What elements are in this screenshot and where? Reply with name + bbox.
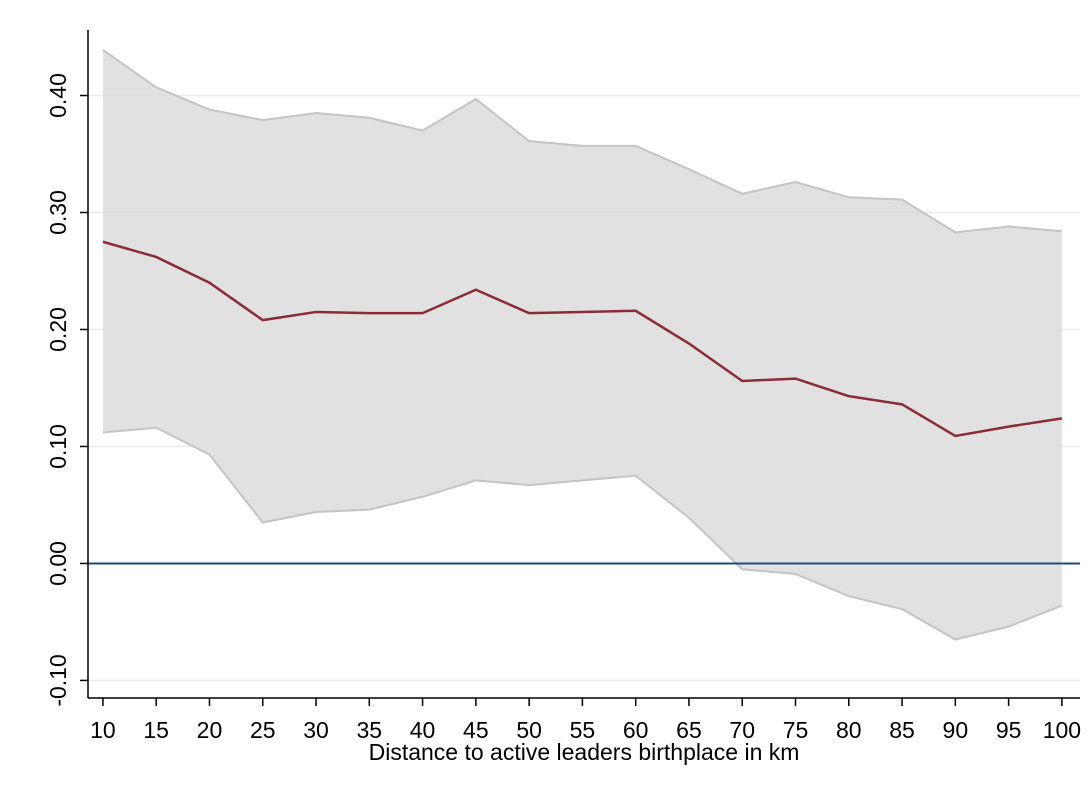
x-tick-label: 95 <box>996 717 1022 743</box>
x-tick-label: 20 <box>197 717 223 743</box>
band-upper-edge <box>102 49 1062 234</box>
x-tick-label: 25 <box>250 717 276 743</box>
y-tick-label: 0.30 <box>45 190 71 235</box>
x-tick-label: 80 <box>836 717 862 743</box>
y-tick-label: -0.10 <box>45 654 71 706</box>
x-tick-label: 90 <box>943 717 969 743</box>
x-tick-label: 65 <box>676 717 702 743</box>
x-tick-label: 100 <box>1043 717 1081 743</box>
x-tick-label: 55 <box>570 717 596 743</box>
x-tick-label: 50 <box>516 717 542 743</box>
x-axis-label: Distance to active leaders birthplace in… <box>369 739 800 765</box>
y-tick-label: 0.10 <box>45 424 71 469</box>
x-tick-label: 40 <box>410 717 436 743</box>
x-tick-label: 70 <box>729 717 755 743</box>
estimate-line <box>102 240 1063 438</box>
x-tick-label: 10 <box>90 717 116 743</box>
x-tick-label: 15 <box>143 717 169 743</box>
x-tick-label: 30 <box>303 717 329 743</box>
y-tick-label: 0.40 <box>45 73 71 118</box>
x-tick-label: 35 <box>357 717 383 743</box>
x-tick-label: 75 <box>783 717 809 743</box>
y-tick-label: 0.20 <box>45 307 71 352</box>
x-tick-label: 45 <box>463 717 489 743</box>
band-lower-edge <box>102 426 1063 641</box>
y-tick-label: 0.00 <box>45 541 71 586</box>
x-tick-label: 85 <box>889 717 915 743</box>
confidence-band <box>102 49 1062 640</box>
x-tick-label: 60 <box>623 717 649 743</box>
